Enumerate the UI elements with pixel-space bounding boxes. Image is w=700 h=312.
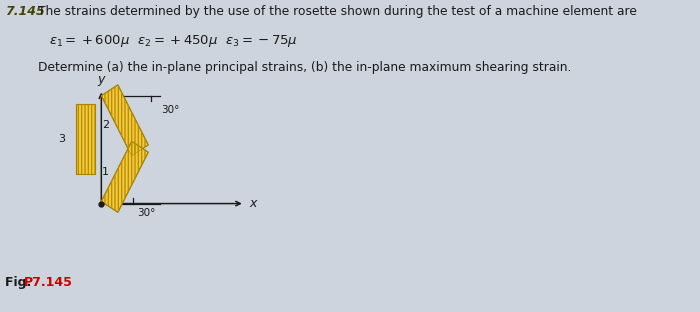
Polygon shape (76, 105, 95, 174)
Text: 7.145: 7.145 (5, 5, 45, 18)
Text: 30°: 30° (137, 207, 155, 217)
Text: Fig.: Fig. (5, 276, 36, 289)
Text: 1: 1 (102, 167, 109, 177)
Text: 30°: 30° (161, 105, 180, 115)
Text: The strains determined by the use of the rosette shown during the test of a mach: The strains determined by the use of the… (38, 5, 637, 18)
Text: x: x (249, 197, 256, 210)
Text: Determine (a) the in-plane principal strains, (b) the in-plane maximum shearing : Determine (a) the in-plane principal str… (38, 61, 571, 74)
Text: P7.145: P7.145 (24, 276, 73, 289)
Text: 2: 2 (102, 120, 109, 130)
Text: $\epsilon_1 = +600\mu$  $\epsilon_2 = +450\mu$  $\epsilon_3 = -75\mu$: $\epsilon_1 = +600\mu$ $\epsilon_2 = +45… (49, 33, 298, 49)
Text: y: y (97, 73, 105, 85)
Text: 3: 3 (58, 134, 65, 144)
Polygon shape (102, 85, 148, 156)
Polygon shape (102, 141, 148, 212)
